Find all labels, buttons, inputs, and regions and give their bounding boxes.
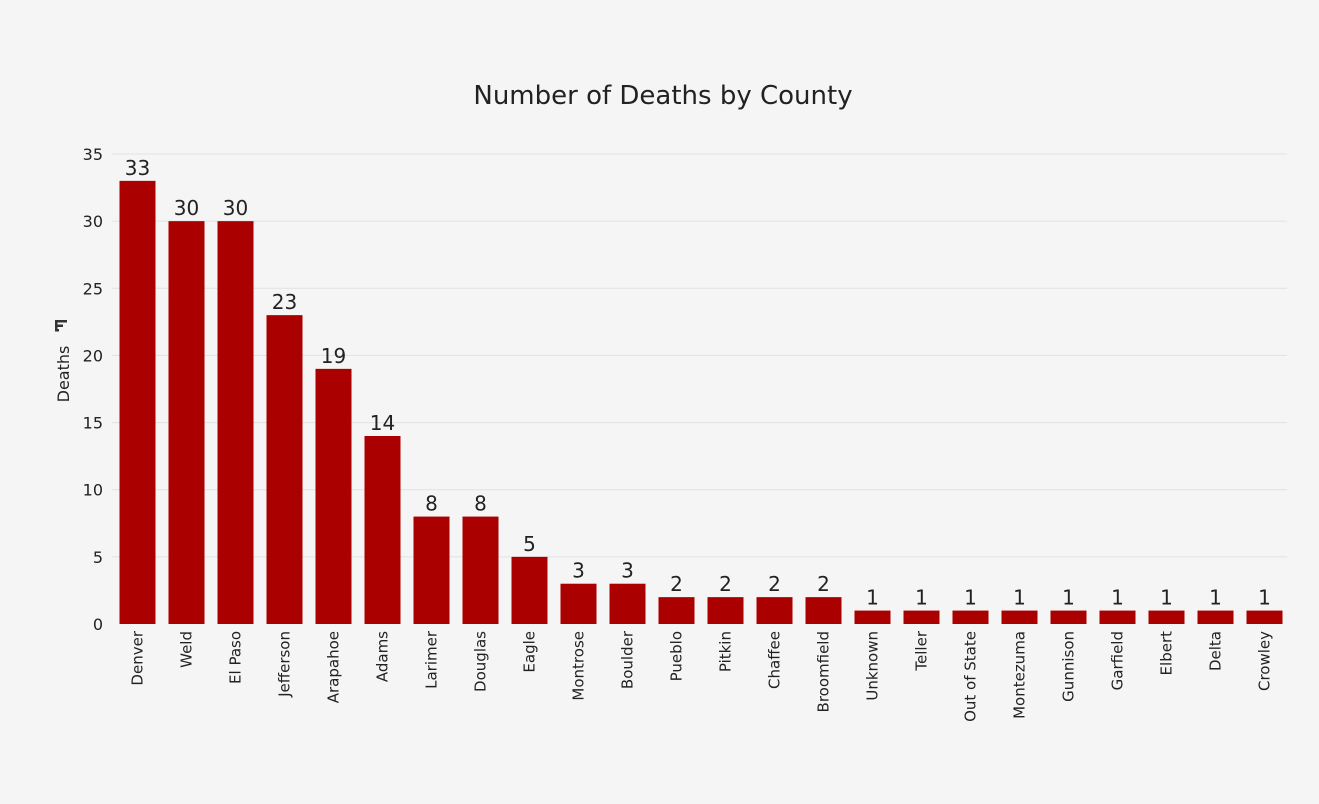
data-label: 1 [1160, 586, 1173, 610]
y-tick-label: 30 [83, 212, 103, 231]
x-tick-label: Elbert [1158, 631, 1176, 676]
chart-title: Number of Deaths by County [473, 81, 852, 111]
bar[interactable] [707, 597, 744, 624]
data-label: 5 [523, 532, 536, 556]
data-label: 1 [915, 586, 928, 610]
x-axis-ticks: Denver Weld El Paso Jefferson Arapahoe Adams L… [129, 630, 1274, 722]
bar[interactable] [1099, 610, 1136, 624]
y-axis-ticks: 0 5 10 15 20 25 30 35 [83, 145, 103, 634]
data-label: 2 [719, 572, 732, 596]
y-tick-label: 0 [93, 615, 103, 634]
x-tick-label: Unknown [864, 631, 882, 701]
x-tick-label: Weld [178, 631, 196, 668]
bar[interactable] [1197, 610, 1234, 624]
bar[interactable] [756, 597, 793, 624]
y-axis-label-group: Deaths [54, 320, 73, 402]
data-label: 8 [425, 492, 438, 516]
bar[interactable] [854, 610, 891, 624]
x-tick-label: Denver [129, 630, 147, 685]
x-tick-label: Montrose [570, 631, 588, 701]
y-tick-label: 10 [83, 481, 103, 500]
bar[interactable] [217, 221, 254, 624]
bar[interactable] [805, 597, 842, 624]
sort-descending-icon[interactable] [55, 320, 67, 332]
x-tick-label: Eagle [521, 631, 539, 673]
data-label: 1 [1013, 586, 1026, 610]
data-label: 3 [572, 559, 585, 583]
data-label: 33 [125, 156, 150, 180]
data-label: 23 [272, 290, 297, 314]
data-label: 19 [321, 344, 346, 368]
y-axis-label: Deaths [54, 346, 73, 403]
x-tick-label: Delta [1207, 631, 1225, 671]
bar[interactable] [364, 436, 401, 624]
bar[interactable] [903, 610, 940, 624]
data-label: 30 [223, 196, 248, 220]
x-tick-label: Montezuma [1011, 631, 1029, 719]
x-tick-label: Arapahoe [325, 631, 343, 703]
data-label: 1 [1258, 586, 1271, 610]
y-tick-label: 25 [83, 279, 103, 298]
bar[interactable] [168, 221, 205, 624]
data-label: 1 [866, 586, 879, 610]
bar[interactable] [315, 368, 352, 624]
x-tick-label: Teller [913, 630, 931, 671]
x-tick-label: Broomfield [815, 631, 833, 712]
data-label: 1 [964, 586, 977, 610]
bar[interactable] [119, 180, 156, 624]
x-tick-label: El Paso [227, 631, 245, 684]
y-tick-label: 20 [83, 346, 103, 365]
data-label: 1 [1111, 586, 1124, 610]
x-tick-label: Boulder [619, 630, 637, 689]
data-label: 30 [174, 196, 199, 220]
x-tick-label: Adams [374, 631, 392, 682]
bar[interactable] [511, 556, 548, 624]
y-tick-label: 35 [83, 145, 103, 164]
x-tick-label: Douglas [472, 631, 490, 692]
data-label: 8 [474, 492, 487, 516]
y-tick-label: 5 [93, 548, 103, 567]
bar[interactable] [266, 315, 303, 624]
x-tick-label: Larimer [423, 630, 441, 689]
x-tick-label: Garfield [1109, 631, 1127, 690]
x-tick-label: Crowley [1256, 631, 1274, 691]
data-label: 2 [817, 572, 830, 596]
bar[interactable] [1246, 610, 1283, 624]
data-label: 3 [621, 559, 634, 583]
x-tick-label: Pitkin [717, 631, 735, 672]
bar[interactable] [1148, 610, 1185, 624]
bar[interactable] [413, 516, 450, 624]
data-label: 14 [370, 411, 395, 435]
x-tick-label: Out of State [962, 631, 980, 722]
data-label: 1 [1062, 586, 1075, 610]
x-tick-label: Gunnison [1060, 631, 1078, 702]
bar[interactable] [658, 597, 695, 624]
x-tick-label: Pueblo [668, 631, 686, 681]
x-tick-label: Chaffee [766, 631, 784, 689]
data-label: 2 [670, 572, 683, 596]
data-label: 1 [1209, 586, 1222, 610]
bar[interactable] [1050, 610, 1087, 624]
grid-lines [112, 153, 1287, 558]
bar[interactable] [462, 516, 499, 624]
bar[interactable] [952, 610, 989, 624]
bar[interactable] [1001, 610, 1038, 624]
data-label: 2 [768, 572, 781, 596]
bar[interactable] [609, 583, 646, 624]
x-tick-label: Jefferson [276, 631, 294, 698]
bars [119, 180, 1283, 624]
y-tick-label: 15 [83, 414, 103, 433]
bar[interactable] [560, 583, 597, 624]
